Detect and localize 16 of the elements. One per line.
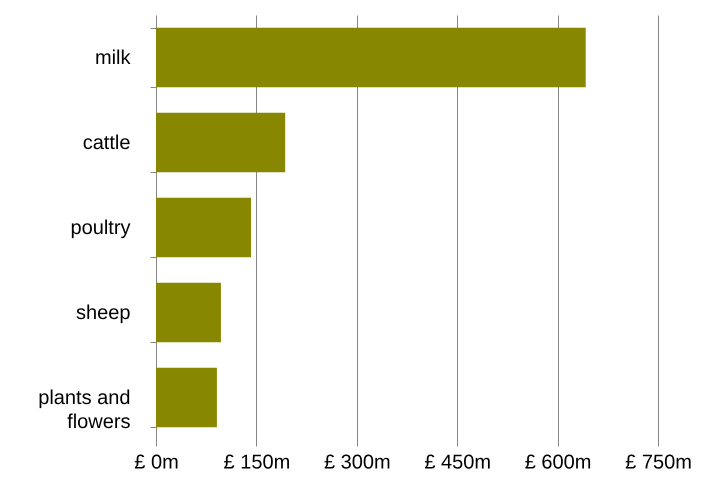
bar bbox=[156, 112, 286, 172]
x-tick-label: £ 750m bbox=[625, 452, 692, 474]
bar bbox=[156, 198, 252, 258]
bar bbox=[156, 368, 217, 428]
y-tick-label: cattle bbox=[82, 132, 130, 154]
y-tick-label: sheep bbox=[76, 302, 130, 324]
x-tick-label: £ 0m bbox=[134, 452, 179, 474]
bar bbox=[156, 28, 586, 88]
x-tick-label: £ 600m bbox=[524, 452, 592, 474]
x-tick-label: £ 150m bbox=[224, 452, 290, 474]
bar bbox=[156, 282, 221, 342]
x-tick-label: £ 450m bbox=[424, 452, 492, 474]
x-tick-label: £ 300m bbox=[324, 452, 391, 474]
y-tick-label: milk bbox=[94, 47, 132, 69]
y-tick-label: plants and flowers bbox=[38, 387, 130, 433]
y-tick-label: poultry bbox=[70, 217, 130, 239]
